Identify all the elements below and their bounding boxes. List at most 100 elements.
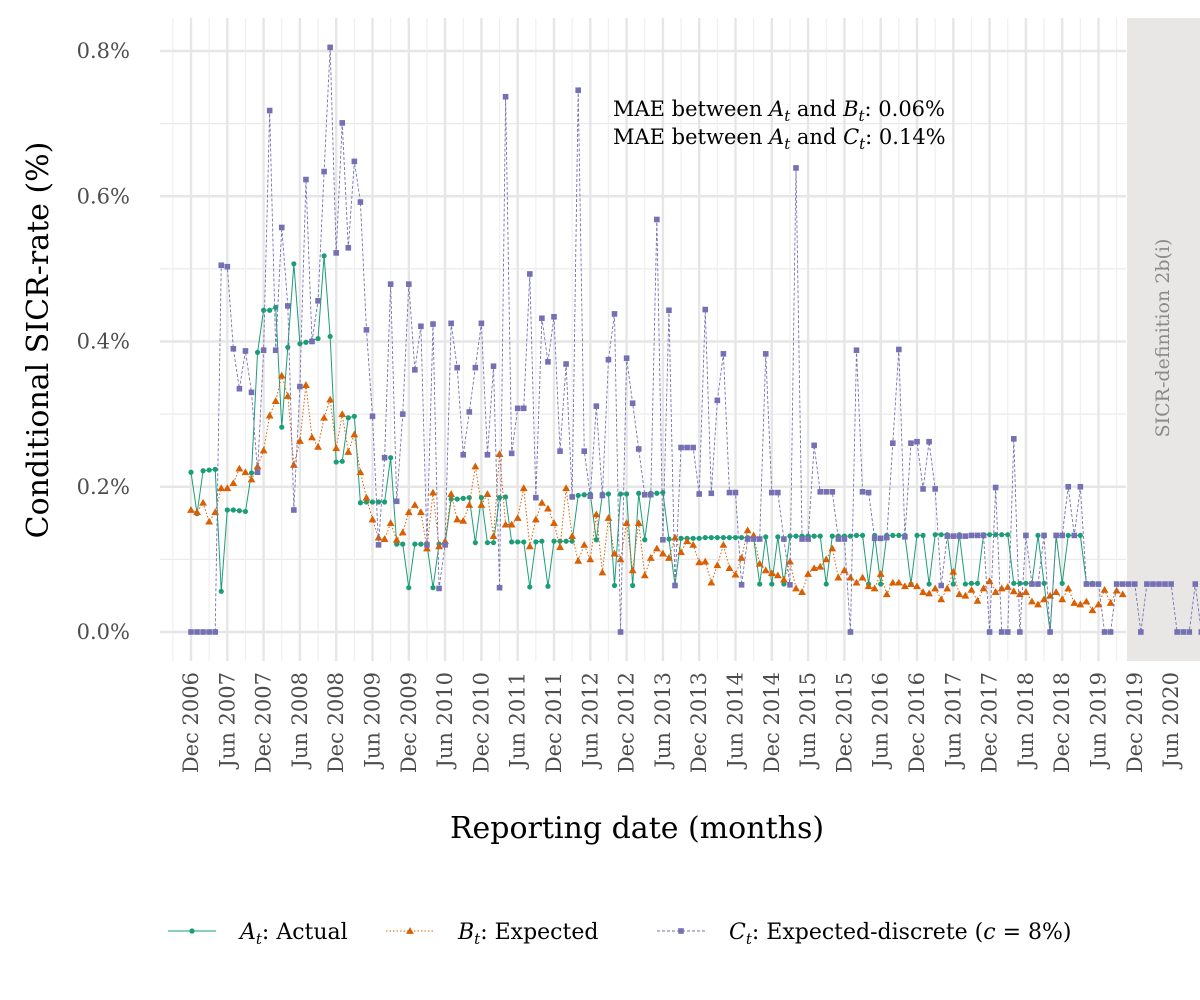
legend-label: Ct: Expected-discrete (c = 8%) xyxy=(729,920,1072,948)
legend-item: Bt: Expected xyxy=(386,920,598,948)
data-point xyxy=(538,498,546,506)
data-point xyxy=(973,596,982,604)
data-point xyxy=(986,629,993,635)
data-point xyxy=(332,444,341,452)
data-point xyxy=(1168,581,1174,587)
x-tick-label: Jun 2013 xyxy=(651,672,675,770)
data-point xyxy=(938,532,944,538)
data-point xyxy=(194,629,200,635)
data-point xyxy=(339,120,346,126)
data-point xyxy=(507,520,516,528)
data-point xyxy=(229,479,238,487)
data-point xyxy=(277,371,286,379)
data-point xyxy=(761,566,770,574)
x-tick-label: Jun 2018 xyxy=(1014,672,1038,770)
data-point xyxy=(1041,532,1047,539)
data-point xyxy=(563,361,569,367)
data-point xyxy=(660,536,666,543)
data-point xyxy=(925,589,933,597)
data-point xyxy=(1070,599,1079,606)
data-point xyxy=(393,498,400,505)
data-point xyxy=(611,311,618,317)
data-point xyxy=(465,501,474,508)
data-point xyxy=(1065,483,1072,490)
data-point xyxy=(544,504,552,512)
data-point xyxy=(217,484,226,492)
data-point xyxy=(767,569,776,577)
data-point xyxy=(1186,629,1193,635)
data-point xyxy=(212,629,218,635)
data-point xyxy=(894,578,903,586)
data-point xyxy=(436,585,442,592)
data-point xyxy=(525,542,534,550)
data-point xyxy=(811,533,817,539)
facet-strip xyxy=(1127,18,1200,661)
data-point xyxy=(634,519,643,526)
data-point xyxy=(1040,595,1048,603)
data-point xyxy=(1132,581,1138,587)
data-point xyxy=(877,535,884,542)
data-point xyxy=(430,585,436,591)
data-point xyxy=(920,532,926,539)
y-tick-label: 0.6% xyxy=(77,184,130,208)
data-point xyxy=(835,536,842,542)
data-point xyxy=(369,499,376,505)
data-point xyxy=(327,333,333,340)
data-point xyxy=(949,567,958,575)
series-line xyxy=(191,47,1200,633)
data-point xyxy=(666,536,672,542)
data-point xyxy=(1023,532,1029,539)
data-point xyxy=(557,538,563,544)
data-point xyxy=(521,539,527,545)
x-tick-label: Dec 2007 xyxy=(252,672,276,773)
data-point xyxy=(720,351,727,357)
data-point xyxy=(1095,581,1102,587)
data-point xyxy=(399,411,406,417)
data-point xyxy=(417,508,425,516)
data-point xyxy=(223,484,232,492)
series-layer xyxy=(187,44,1200,635)
data-point xyxy=(502,93,509,100)
data-point xyxy=(188,469,194,475)
data-point xyxy=(406,281,412,287)
data-point xyxy=(586,555,595,563)
data-point xyxy=(841,536,848,542)
data-point xyxy=(610,549,619,557)
data-point xyxy=(490,540,497,546)
data-point xyxy=(296,437,304,444)
data-point xyxy=(816,562,825,570)
data-point xyxy=(320,413,328,421)
data-point xyxy=(454,364,460,371)
data-point xyxy=(901,582,909,590)
data-point xyxy=(569,538,575,544)
x-tick-label: Jun 2020 xyxy=(1159,672,1183,770)
data-point xyxy=(683,537,691,545)
data-point xyxy=(259,446,268,454)
y-axis-title: Conditional SICR-rate (%) xyxy=(21,142,56,539)
data-point xyxy=(737,554,746,561)
data-point xyxy=(1071,532,1078,539)
data-point xyxy=(641,491,648,498)
data-point xyxy=(811,442,817,449)
data-point xyxy=(617,629,624,635)
data-point xyxy=(781,536,787,542)
data-point xyxy=(539,315,545,322)
x-tick-label: Dec 2019 xyxy=(1123,672,1147,773)
data-point xyxy=(1094,600,1103,608)
data-point xyxy=(477,501,486,508)
data-point xyxy=(587,493,594,499)
data-point xyxy=(793,165,799,171)
data-point xyxy=(616,555,625,563)
x-tick-label: Jun 2014 xyxy=(724,672,748,770)
data-point xyxy=(356,468,365,476)
data-point xyxy=(520,405,527,412)
data-point xyxy=(1113,581,1120,587)
data-point xyxy=(272,347,279,354)
legend-key-marker xyxy=(678,928,684,934)
data-point xyxy=(404,508,413,516)
data-point xyxy=(708,534,714,541)
data-point xyxy=(400,541,406,547)
data-point xyxy=(731,570,740,578)
data-point xyxy=(1138,629,1144,635)
data-point xyxy=(908,440,914,446)
